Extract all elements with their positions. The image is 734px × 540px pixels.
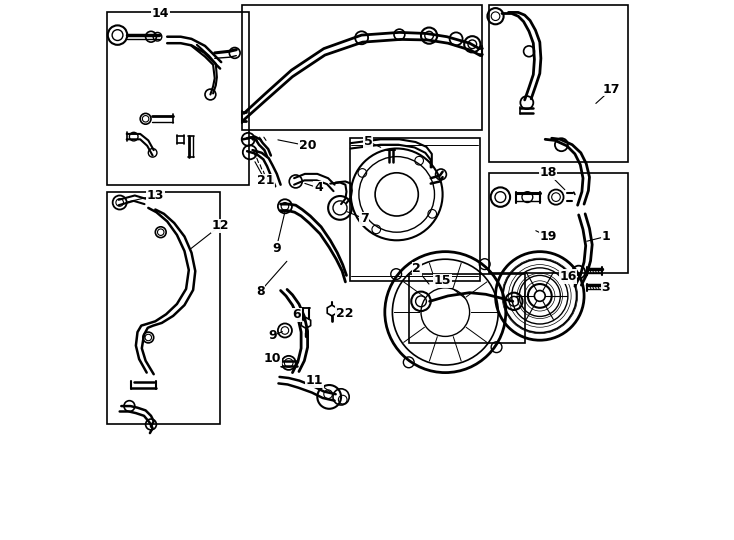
Text: 5: 5 <box>364 135 372 148</box>
Text: 12: 12 <box>211 219 229 232</box>
Bar <box>106 192 220 424</box>
Bar <box>409 274 526 343</box>
Text: 17: 17 <box>603 83 620 96</box>
Text: 15: 15 <box>434 274 451 287</box>
Text: 13: 13 <box>147 189 164 202</box>
Text: 3: 3 <box>601 281 610 294</box>
Bar <box>489 5 628 162</box>
Text: 4: 4 <box>314 181 323 194</box>
Bar <box>106 12 249 185</box>
Text: 9: 9 <box>268 329 277 342</box>
Text: 6: 6 <box>292 308 301 321</box>
Bar <box>241 5 482 130</box>
Text: 22: 22 <box>335 307 353 320</box>
Text: 20: 20 <box>299 139 316 152</box>
Text: 14: 14 <box>152 7 170 20</box>
Text: 10: 10 <box>264 352 281 365</box>
Text: 8: 8 <box>255 285 264 298</box>
Bar <box>489 173 628 273</box>
Text: 18: 18 <box>539 166 556 179</box>
Text: 1: 1 <box>601 230 610 243</box>
Bar <box>349 138 480 281</box>
Text: 21: 21 <box>257 174 275 187</box>
Text: 19: 19 <box>539 230 556 243</box>
Text: 11: 11 <box>306 374 324 387</box>
Text: 2: 2 <box>413 262 421 275</box>
Text: 7: 7 <box>360 212 368 225</box>
Text: 9: 9 <box>272 242 280 255</box>
Text: 16: 16 <box>559 270 577 283</box>
